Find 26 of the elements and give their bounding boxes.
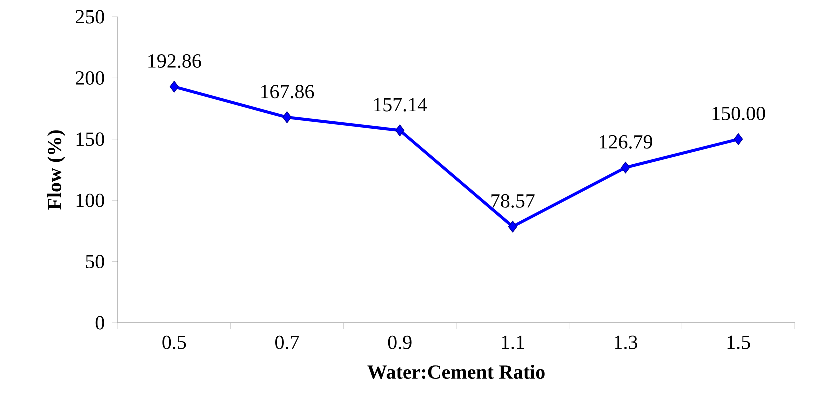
y-tick-label: 50 (86, 255, 104, 269)
point (170, 81, 179, 93)
y-axis-title: Flow (%) (47, 130, 66, 210)
x-tick-label: 1.5 (728, 336, 750, 350)
x-tick-label: 0.7 (276, 336, 300, 350)
y-tick-label: 100 (76, 194, 104, 208)
data-label: 167.86 (262, 85, 314, 99)
x-tick-label: 1.1 (502, 336, 524, 350)
y-tick-label: 150 (76, 132, 104, 146)
x-tick-label: 1.3 (615, 336, 638, 350)
x-tick-label: 0.5 (162, 336, 186, 350)
point (621, 162, 630, 174)
x-tick-label: 0.9 (388, 336, 412, 350)
point (282, 112, 292, 124)
data-label: 126.79 (600, 135, 652, 149)
y-tick-label: 0 (96, 316, 104, 330)
data-label: 78.57 (492, 194, 535, 208)
y-tick-label: 250 (76, 10, 104, 24)
data-label: 192.86 (148, 54, 202, 68)
y-tick-label: 200 (76, 71, 104, 85)
point (396, 124, 405, 137)
point (734, 134, 744, 146)
x-axis-title: Water:Cement Ratio (368, 364, 545, 380)
data-label: 157.14 (374, 98, 428, 112)
data-label: 150.00 (712, 106, 766, 121)
point (508, 220, 518, 233)
